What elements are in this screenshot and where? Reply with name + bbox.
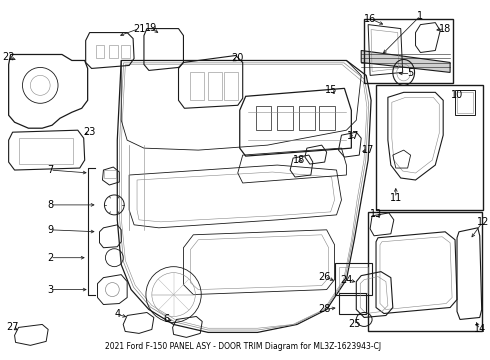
- Text: 22: 22: [2, 53, 15, 63]
- Text: 18: 18: [293, 155, 305, 165]
- Bar: [256, 106, 271, 130]
- Text: 11: 11: [390, 193, 402, 203]
- Text: 8: 8: [47, 200, 53, 210]
- Text: 1: 1: [417, 11, 423, 21]
- Bar: [376, 85, 483, 210]
- Text: 24: 24: [340, 275, 353, 285]
- Text: 12: 12: [476, 217, 489, 227]
- Bar: [208, 72, 222, 100]
- Bar: [339, 267, 368, 293]
- Text: 20: 20: [232, 54, 244, 63]
- Text: 16: 16: [364, 14, 376, 24]
- Text: 27: 27: [6, 323, 19, 332]
- Bar: [121, 45, 130, 58]
- Text: 23: 23: [83, 127, 96, 137]
- Text: 4: 4: [114, 310, 121, 319]
- Bar: [339, 293, 366, 315]
- Bar: [299, 106, 315, 130]
- Text: 9: 9: [47, 225, 53, 235]
- Text: 14: 14: [474, 324, 486, 334]
- Text: 2: 2: [47, 253, 53, 263]
- Bar: [457, 92, 473, 113]
- Text: 13: 13: [370, 209, 382, 219]
- Text: 6: 6: [164, 314, 170, 324]
- Bar: [109, 45, 118, 58]
- Bar: [368, 212, 482, 332]
- Bar: [224, 72, 238, 100]
- Bar: [104, 170, 116, 178]
- Text: 28: 28: [318, 305, 331, 315]
- Text: 18: 18: [439, 24, 451, 33]
- Text: 17: 17: [362, 145, 374, 155]
- Bar: [335, 263, 372, 294]
- Text: 7: 7: [47, 165, 53, 175]
- Text: 10: 10: [451, 90, 463, 100]
- Text: 19: 19: [145, 23, 157, 33]
- Bar: [277, 106, 293, 130]
- Text: 3: 3: [47, 284, 53, 294]
- Text: 26: 26: [318, 272, 331, 282]
- Text: 21: 21: [133, 24, 145, 33]
- Text: 15: 15: [325, 85, 338, 95]
- Bar: [455, 90, 475, 115]
- Bar: [190, 72, 204, 100]
- Text: 17: 17: [347, 131, 360, 141]
- Bar: [19, 138, 73, 164]
- Bar: [96, 45, 104, 58]
- Bar: [364, 19, 453, 84]
- Bar: [319, 106, 335, 130]
- Text: 2021 Ford F-150 PANEL ASY - DOOR TRIM Diagram for ML3Z-1623943-CJ: 2021 Ford F-150 PANEL ASY - DOOR TRIM Di…: [105, 342, 381, 351]
- Text: 5: 5: [408, 68, 414, 78]
- Polygon shape: [361, 50, 450, 72]
- Text: 25: 25: [348, 319, 361, 329]
